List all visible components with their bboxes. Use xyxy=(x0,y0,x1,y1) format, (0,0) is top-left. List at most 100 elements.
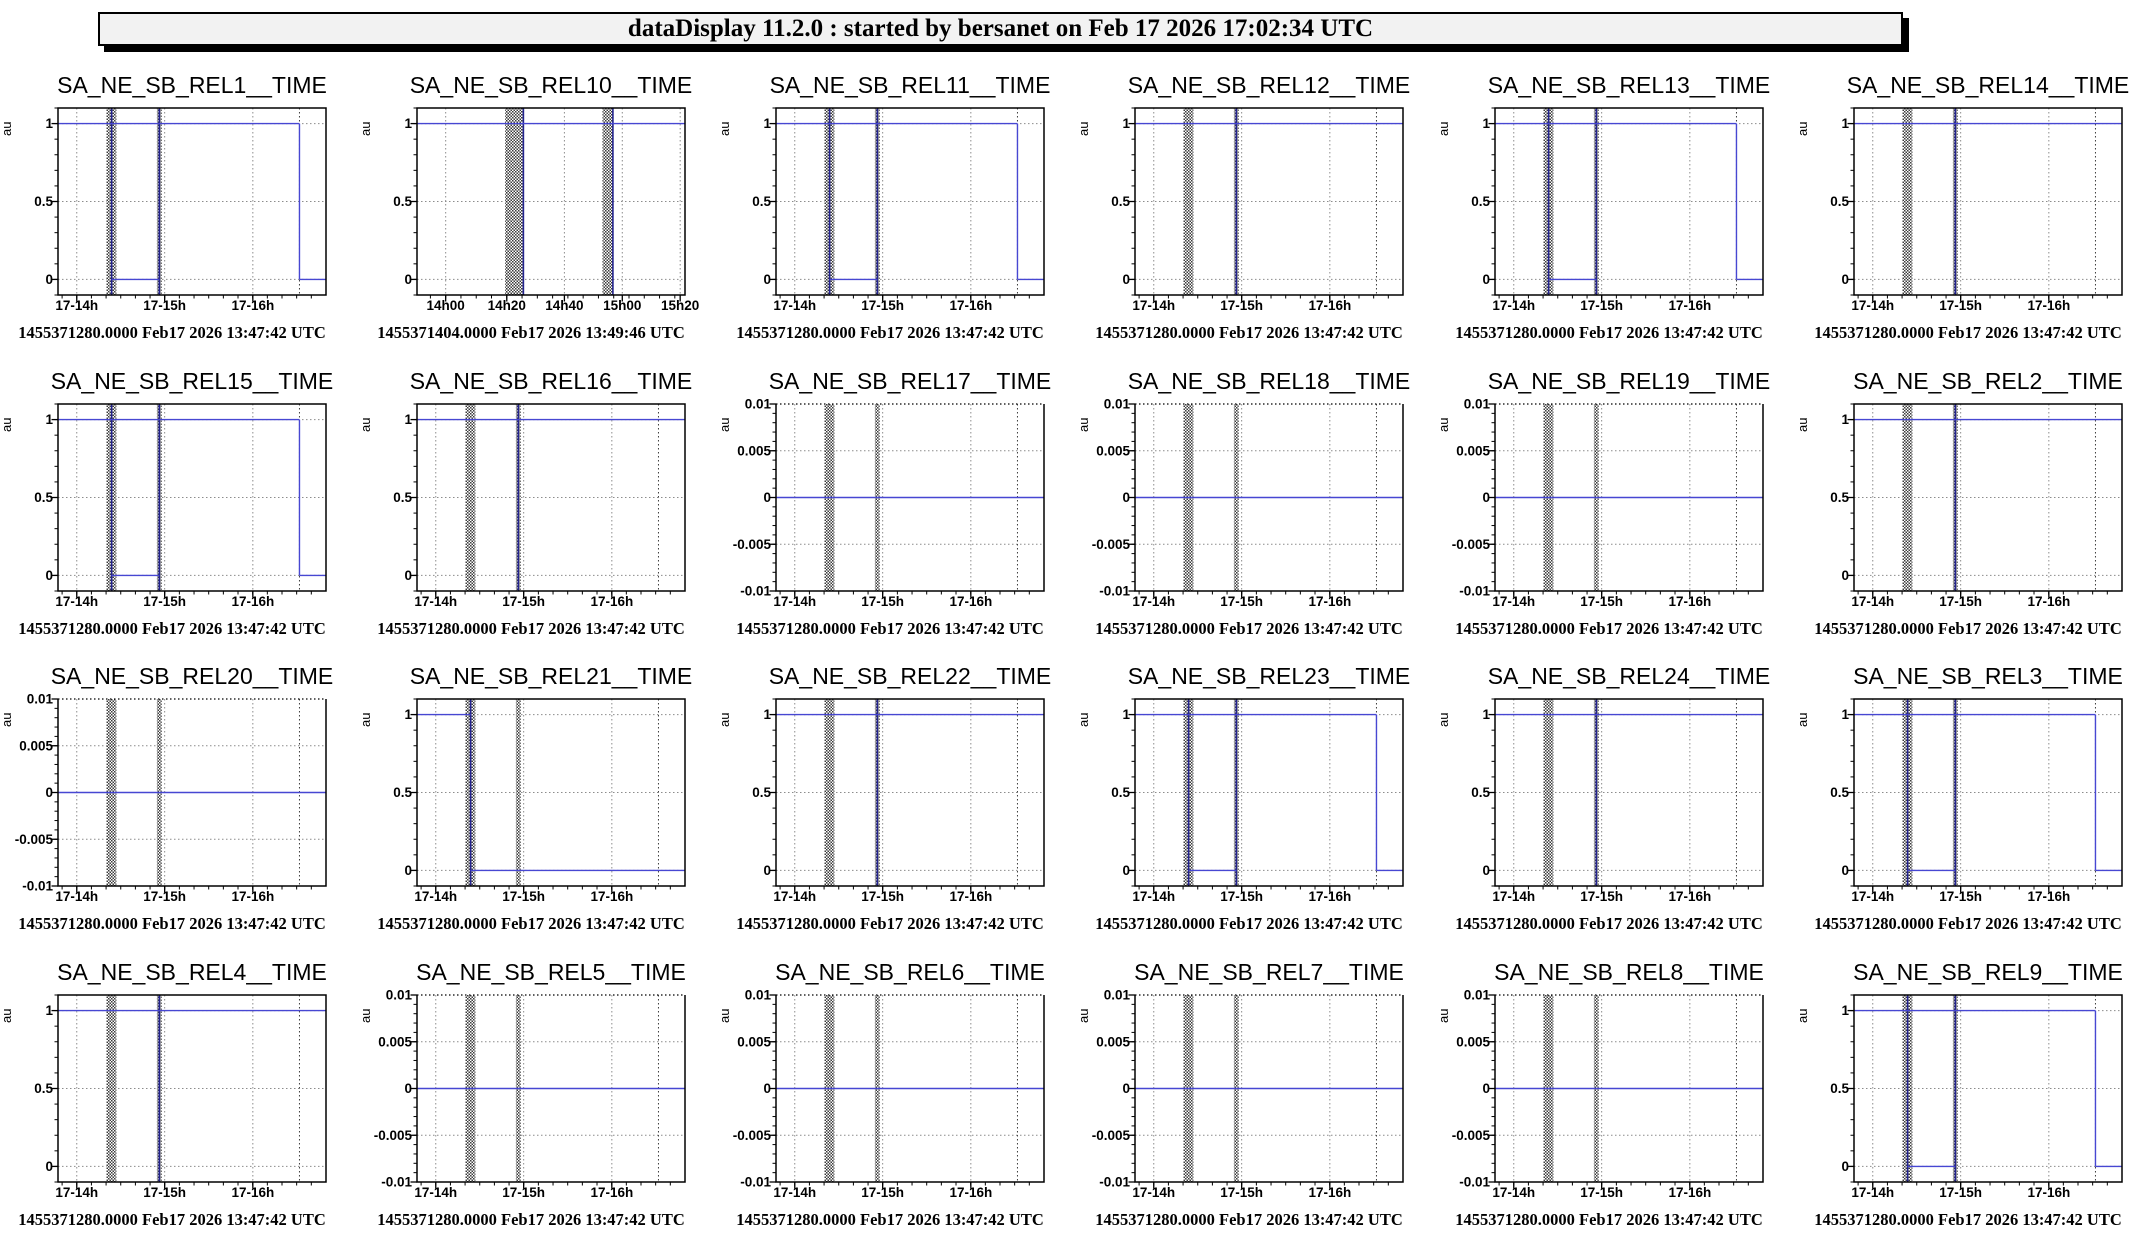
y-tick-label: 1 xyxy=(1123,116,1131,131)
y-tick-label: 0.005 xyxy=(738,1034,772,1049)
y-axis-label: au xyxy=(359,122,373,136)
y-tick-label: 1 xyxy=(45,1003,53,1018)
x-tick-label: 17-15h xyxy=(143,889,186,904)
data-gap-bar xyxy=(1902,403,1913,591)
plot-title: SA_NE_SB_REL17__TIME xyxy=(769,368,1052,394)
y-axis-label: au xyxy=(1437,417,1451,431)
y-tick-label: 0 xyxy=(405,863,413,878)
plot-timestamp: 1455371280.0000 Feb17 2026 13:47:42 UTC xyxy=(1455,619,1763,638)
x-tick-label: 17-16h xyxy=(231,889,274,904)
plot-timestamp: 1455371280.0000 Feb17 2026 13:47:42 UTC xyxy=(1455,914,1763,933)
plot-title: SA_NE_SB_REL3__TIME xyxy=(1853,663,2123,689)
y-tick-label: -0.005 xyxy=(1451,1127,1490,1142)
app-title: dataDisplay 11.2.0 : started by bersanet… xyxy=(627,15,1374,42)
y-axis-label: au xyxy=(1796,417,1810,431)
y-axis-label: au xyxy=(1437,1008,1451,1022)
y-tick-label: 0.5 xyxy=(1471,194,1490,209)
y-axis-label: au xyxy=(1437,713,1451,727)
plot-timestamp: 1455371280.0000 Feb17 2026 13:47:42 UTC xyxy=(1455,1210,1763,1229)
plot-title: SA_NE_SB_REL9__TIME xyxy=(1853,959,2123,985)
y-tick-label: -0.005 xyxy=(733,1127,772,1142)
x-tick-label: 17-15h xyxy=(1580,298,1623,313)
x-tick-label: 17-14h xyxy=(55,594,98,609)
x-tick-label: 17-14h xyxy=(55,1185,98,1200)
x-tick-label: 17-15h xyxy=(862,594,905,609)
x-tick-label: 17-16h xyxy=(231,594,274,609)
y-tick-label: 0.01 xyxy=(745,987,772,1002)
plot-timestamp: 1455371280.0000 Feb17 2026 13:47:42 UTC xyxy=(737,619,1045,638)
y-tick-label: 1 xyxy=(1482,707,1490,722)
y-tick-label: 0 xyxy=(1841,1158,1849,1173)
plot-title: SA_NE_SB_REL14__TIME xyxy=(1847,72,2130,98)
y-tick-label: 1 xyxy=(764,707,772,722)
x-tick-label: 17-15h xyxy=(1939,594,1982,609)
x-tick-label: 17-14h xyxy=(1851,594,1894,609)
y-tick-label: 0.5 xyxy=(393,785,412,800)
y-tick-label: 1 xyxy=(1841,1003,1849,1018)
x-tick-label: 17-16h xyxy=(950,594,993,609)
x-tick-label: 17-15h xyxy=(1580,594,1623,609)
plot-timestamp: 1455371280.0000 Feb17 2026 13:47:42 UTC xyxy=(18,914,326,933)
y-tick-label: -0.005 xyxy=(1092,1127,1131,1142)
y-axis-label: au xyxy=(359,417,373,431)
y-tick-label: 0.5 xyxy=(1471,785,1490,800)
x-tick-label: 17-14h xyxy=(1851,889,1894,904)
plot-timestamp: 1455371280.0000 Feb17 2026 13:47:42 UTC xyxy=(18,1210,326,1229)
plot-timestamp: 1455371280.0000 Feb17 2026 13:47:42 UTC xyxy=(377,619,685,638)
x-tick-label: 17-14h xyxy=(774,594,817,609)
plot-title: SA_NE_SB_REL10__TIME xyxy=(410,72,693,98)
y-axis-label: au xyxy=(1077,122,1091,136)
y-tick-label: 0.01 xyxy=(27,692,54,707)
x-tick-label: 17-14h xyxy=(55,889,98,904)
x-tick-label: 17-16h xyxy=(2027,889,2070,904)
y-axis-label: au xyxy=(718,122,732,136)
y-tick-label: 0 xyxy=(1123,1081,1131,1096)
plot-timestamp: 1455371280.0000 Feb17 2026 13:47:42 UTC xyxy=(1455,323,1763,342)
y-tick-label: 0 xyxy=(1482,863,1490,878)
y-tick-label: 0 xyxy=(1841,272,1849,287)
data-gap-bar xyxy=(465,403,476,591)
y-tick-label: 1 xyxy=(45,412,53,427)
x-tick-label: 17-14h xyxy=(1492,594,1535,609)
x-tick-label: 17-15h xyxy=(1580,889,1623,904)
y-axis-label: au xyxy=(1077,1008,1091,1022)
x-tick-label: 17-15h xyxy=(1221,298,1264,313)
y-tick-label: -0.01 xyxy=(22,879,53,894)
y-tick-label: 1 xyxy=(45,116,53,131)
y-tick-label: 0 xyxy=(1123,863,1131,878)
y-tick-label: 0.5 xyxy=(1112,785,1131,800)
y-tick-label: 0.01 xyxy=(386,987,413,1002)
x-tick-label: 17-14h xyxy=(1133,298,1176,313)
y-tick-label: 0.005 xyxy=(738,443,772,458)
x-tick-label: 17-16h xyxy=(950,298,993,313)
x-tick-label: 17-16h xyxy=(1668,594,1711,609)
y-tick-label: 0 xyxy=(1841,567,1849,582)
x-tick-label: 17-16h xyxy=(2027,594,2070,609)
y-tick-label: 1 xyxy=(1841,412,1849,427)
y-tick-label: -0.005 xyxy=(733,536,772,551)
data-gap-bar xyxy=(516,699,521,886)
y-tick-label: 0.005 xyxy=(1097,443,1131,458)
y-axis-label: au xyxy=(718,713,732,727)
plot-title: SA_NE_SB_REL21__TIME xyxy=(410,663,693,689)
plot-title: SA_NE_SB_REL1__TIME xyxy=(57,72,327,98)
plot-timestamp: 1455371280.0000 Feb17 2026 13:47:42 UTC xyxy=(1096,914,1404,933)
y-tick-label: -0.01 xyxy=(1459,1174,1490,1189)
plot-title: SA_NE_SB_REL18__TIME xyxy=(1128,368,1411,394)
x-tick-label: 17-15h xyxy=(502,594,545,609)
y-tick-label: 0.5 xyxy=(1830,1081,1849,1096)
x-tick-label: 17-15h xyxy=(1939,298,1982,313)
plot-title: SA_NE_SB_REL2__TIME xyxy=(1853,368,2123,394)
y-tick-label: 0.5 xyxy=(1830,490,1849,505)
plot-timestamp: 1455371280.0000 Feb17 2026 13:47:42 UTC xyxy=(737,1210,1045,1229)
y-tick-label: 0 xyxy=(1482,1081,1490,1096)
y-axis-label: au xyxy=(1437,122,1451,136)
